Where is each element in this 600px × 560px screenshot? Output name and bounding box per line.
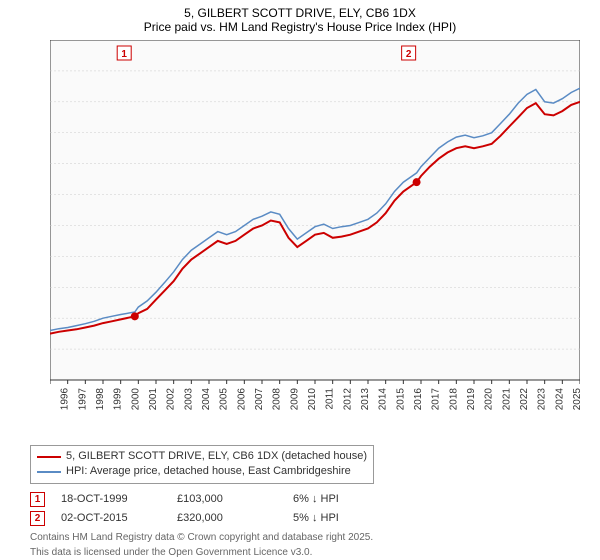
x-tick-label: 2004 [201,388,212,410]
x-tick-label: 2002 [166,388,177,410]
note-number-box: 2 [30,511,45,526]
x-tick-label: 2022 [519,388,530,410]
legend-text: 5, GILBERT SCOTT DRIVE, ELY, CB6 1DX (de… [66,449,367,464]
marker-label: 1 [121,49,127,60]
note-price: £320,000 [177,512,277,524]
legend-item: 5, GILBERT SCOTT DRIVE, ELY, CB6 1DX (de… [37,449,367,464]
note-price: £103,000 [177,493,277,505]
x-tick-label: 2003 [183,388,194,410]
x-tick-label: 2012 [342,388,353,410]
legend-swatch [37,456,61,458]
x-tick-label: 2009 [289,388,300,410]
x-tick-label: 1997 [77,388,88,410]
x-tick-label: 2010 [307,388,318,410]
x-tick-label: 2011 [325,388,336,410]
x-tick-label: 2021 [501,388,512,410]
note-date: 02-OCT-2015 [61,512,161,524]
x-tick-label: 2013 [360,388,371,410]
legend-swatch [37,471,61,473]
page-title: 5, GILBERT SCOTT DRIVE, ELY, CB6 1DX [0,6,600,20]
x-tick-label: 1995 [50,388,53,410]
price-chart: £0£50K£100K£150K£200K£250K£300K£350K£400… [50,40,580,410]
x-tick-label: 1996 [60,388,71,410]
transaction-note: 2 02-OCT-2015 £320,000 5% ↓ HPI [30,509,585,528]
page-subtitle: Price paid vs. HM Land Registry's House … [0,20,600,34]
x-tick-label: 2018 [448,388,459,410]
note-date: 18-OCT-1999 [61,493,161,505]
x-tick-label: 2014 [378,388,389,410]
price-marker [413,178,421,186]
x-tick-label: 2017 [431,388,442,410]
x-tick-label: 2019 [466,388,477,410]
marker-label: 2 [406,49,412,60]
note-diff: 6% ↓ HPI [293,493,393,505]
legend-item: HPI: Average price, detached house, East… [37,464,367,479]
x-tick-label: 2007 [254,388,265,410]
x-tick-label: 2016 [413,388,424,410]
transaction-note: 1 18-OCT-1999 £103,000 6% ↓ HPI [30,490,585,509]
x-tick-label: 2025 [572,388,580,410]
x-tick-label: 2020 [484,388,495,410]
x-tick-label: 2006 [236,388,247,410]
legend-text: HPI: Average price, detached house, East… [66,464,351,479]
note-number-box: 1 [30,492,45,507]
copyright-line-1: Contains HM Land Registry data © Crown c… [30,528,585,543]
x-tick-label: 2008 [272,388,283,410]
x-tick-label: 2015 [395,388,406,410]
x-tick-label: 2000 [130,388,141,410]
x-tick-label: 2023 [537,388,548,410]
note-diff: 5% ↓ HPI [293,512,393,524]
x-tick-label: 1999 [113,388,124,410]
price-marker [131,312,139,320]
x-tick-label: 2005 [219,388,230,410]
x-tick-label: 2024 [554,388,565,410]
x-tick-label: 2001 [148,388,159,410]
legend: 5, GILBERT SCOTT DRIVE, ELY, CB6 1DX (de… [30,445,374,484]
x-tick-label: 1998 [95,388,106,410]
copyright-line-2: This data is licensed under the Open Gov… [30,543,585,558]
